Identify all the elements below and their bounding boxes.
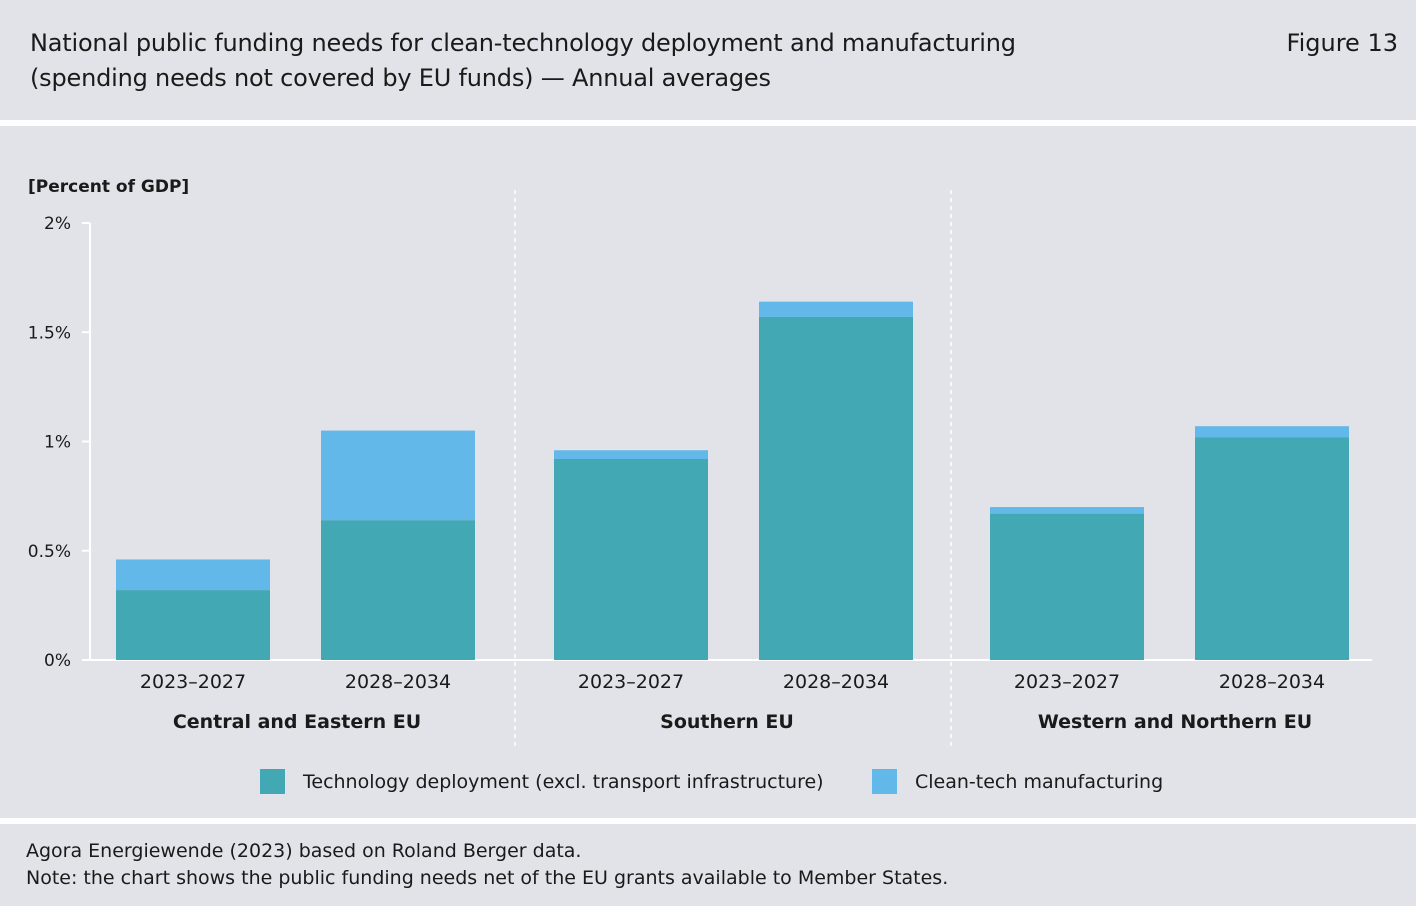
x-tick-label: 2028–2034 <box>345 671 451 693</box>
bar-deployment <box>554 458 708 660</box>
chart-header: National public funding needs for clean-… <box>0 0 1416 120</box>
y-tick-label: 2% <box>44 214 71 234</box>
chart-title-line-1: National public funding needs for clean-… <box>30 29 1016 57</box>
chart-panel: [Percent of GDP] 0% 0.5% 1% 1.5% 2% 2023–2027 2… <box>0 126 1416 818</box>
x-tick-label: 2028–2034 <box>1219 671 1325 693</box>
y-axis-label: [Percent of GDP] <box>28 177 189 197</box>
x-tick-label: 2023–2027 <box>578 671 684 693</box>
chart-title-line-2: (spending needs not covered by EU funds)… <box>30 64 771 92</box>
y-tick-label: 0% <box>44 651 71 671</box>
chart-footer: Agora Energiewende (2023) based on Rolan… <box>0 824 1416 906</box>
figure-label: Figure 13 <box>1286 29 1398 57</box>
y-tick-label: 0.5% <box>28 542 71 562</box>
bar-manufacturing <box>990 507 1144 514</box>
bar-deployment <box>116 590 270 660</box>
bar-manufacturing <box>554 450 708 459</box>
chart-canvas: [Percent of GDP] 0% 0.5% 1% 1.5% 2% 2023–2027 2… <box>28 177 1372 794</box>
bar-manufacturing <box>321 430 475 521</box>
legend-label: Clean-tech manufacturing <box>915 771 1163 793</box>
x-tick-label: 2023–2027 <box>1014 671 1120 693</box>
group-label: Southern EU <box>660 711 794 733</box>
x-tick-label: 2028–2034 <box>783 671 889 693</box>
bar-manufacturing <box>1195 426 1349 438</box>
bar-deployment <box>990 513 1144 660</box>
note-text: Note: the chart shows the public funding… <box>26 867 949 889</box>
source-text: Agora Energiewende (2023) based on Rolan… <box>26 840 582 862</box>
y-tick-label: 1.5% <box>28 323 71 343</box>
bar-deployment <box>1195 437 1349 660</box>
legend-label: Technology deployment (excl. transport i… <box>302 771 824 793</box>
bar-manufacturing <box>759 301 913 317</box>
bar-deployment <box>759 316 913 660</box>
bar-deployment <box>321 520 475 660</box>
group-label: Western and Northern EU <box>1038 711 1312 733</box>
x-tick-label: 2023–2027 <box>140 671 246 693</box>
bar-manufacturing <box>116 559 270 591</box>
legend-swatch-manufacturing <box>872 769 897 794</box>
y-tick-label: 1% <box>44 433 71 453</box>
group-label: Central and Eastern EU <box>173 711 421 733</box>
legend-swatch-deployment <box>260 769 285 794</box>
